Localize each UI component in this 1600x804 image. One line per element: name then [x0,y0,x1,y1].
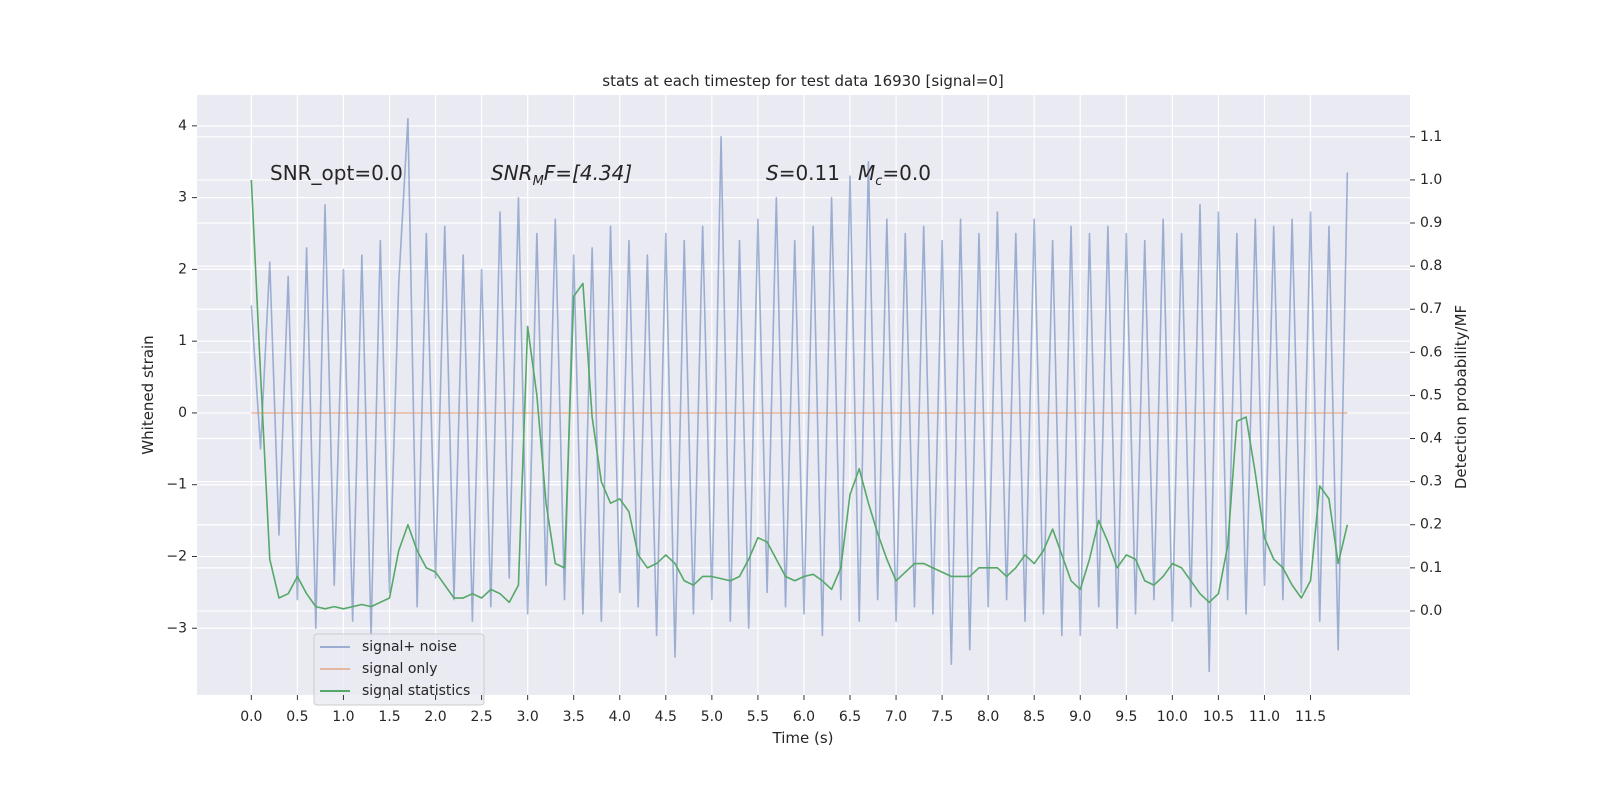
x-tick-label: 0.0 [240,709,262,725]
y2-tick-label: 1.0 [1420,172,1442,188]
x-tick-label: 2.0 [424,709,446,725]
x-tick-label: 7.5 [931,709,953,725]
x-tick-label: 2.5 [470,709,492,725]
annotation-part: S [766,161,779,185]
x-tick-label: 10.0 [1157,709,1188,725]
y-tick-label: 1 [178,333,187,349]
legend-label: signal only [362,661,437,677]
y-tick-label: 3 [178,190,187,206]
annotation-part: =0.0 [882,161,931,185]
y2-tick-label: 1.1 [1420,129,1442,145]
x-tick-label: 6.0 [793,709,815,725]
y-tick-label: 0 [178,405,187,421]
y2-tick-label: 0.8 [1420,258,1442,274]
annotation: SNRMF=[4.34] [491,161,632,189]
x-tick-label: 5.5 [747,709,769,725]
annotation-part: F=[4.34] [544,161,632,185]
y2-tick-label: 0.1 [1420,560,1442,576]
y2-tick-label: 0.6 [1420,344,1442,360]
annotation-part: M [533,174,544,189]
x-tick-label: 9.5 [1115,709,1137,725]
annotation-part: SNR [491,161,533,185]
y2-tick-label: 0.4 [1420,431,1442,447]
legend-box [313,633,485,706]
y-tick-label: −2 [166,548,187,564]
annotation: SNR_opt=0.0 [270,161,403,185]
y-tick-label: −1 [166,477,187,493]
x-tick-label: 11.5 [1295,709,1326,725]
y2-tick-label: 0.9 [1420,215,1442,231]
x-tick-label: 6.5 [839,709,861,725]
y2-tick-label: 0.5 [1420,387,1442,403]
x-axis-label: Time (s) [772,729,834,747]
y2-tick-label: 0.0 [1420,603,1442,619]
annotation-part: =0.11 [779,161,840,185]
x-tick-label: 11.0 [1249,709,1280,725]
x-tick-label: 5.0 [701,709,723,725]
x-tick-label: 4.0 [609,709,631,725]
chart-title: stats at each timestep for test data 169… [602,72,1003,90]
x-tick-label: 8.5 [1023,709,1045,725]
x-tick-label: 0.5 [286,709,308,725]
x-tick-label: 1.0 [332,709,354,725]
series-line [250,179,1349,610]
y-tick-label: 2 [178,261,187,277]
y2-tick-label: 0.3 [1420,474,1442,490]
marks [250,117,1349,673]
y2-axis-label: Detection probability/MF [1452,305,1470,489]
y-tick-label: 4 [178,118,187,134]
legend-label: signal statistics [362,683,470,699]
annotation: Mc=0.0 [858,161,931,189]
annotation-part: F=[4.34] [544,161,632,185]
y2-tick-label: 0.2 [1420,517,1442,533]
x-tick-label: 1.5 [378,709,400,725]
x-tick-label: 3.0 [517,709,539,725]
legend-label: signal+ noise [362,639,457,655]
y-tick-label: −3 [166,620,187,636]
y2-tick-label: 0.7 [1420,301,1442,317]
x-tick-label: 9.0 [1069,709,1091,725]
legend: signal+ noise signal only signal statistic… [313,633,485,706]
x-tick-label: 8.0 [977,709,999,725]
x-tick-label: 10.5 [1203,709,1234,725]
x-tick-label: 4.5 [655,709,677,725]
x-tick-label: 3.5 [563,709,585,725]
annotation-part: M [858,161,875,185]
x-tick-label: 7.0 [885,709,907,725]
y-axis-label: Whitened strain [139,335,157,454]
annotation: S=0.11 [766,161,840,185]
series-line [250,117,1349,673]
annotation-part: c [875,174,882,189]
